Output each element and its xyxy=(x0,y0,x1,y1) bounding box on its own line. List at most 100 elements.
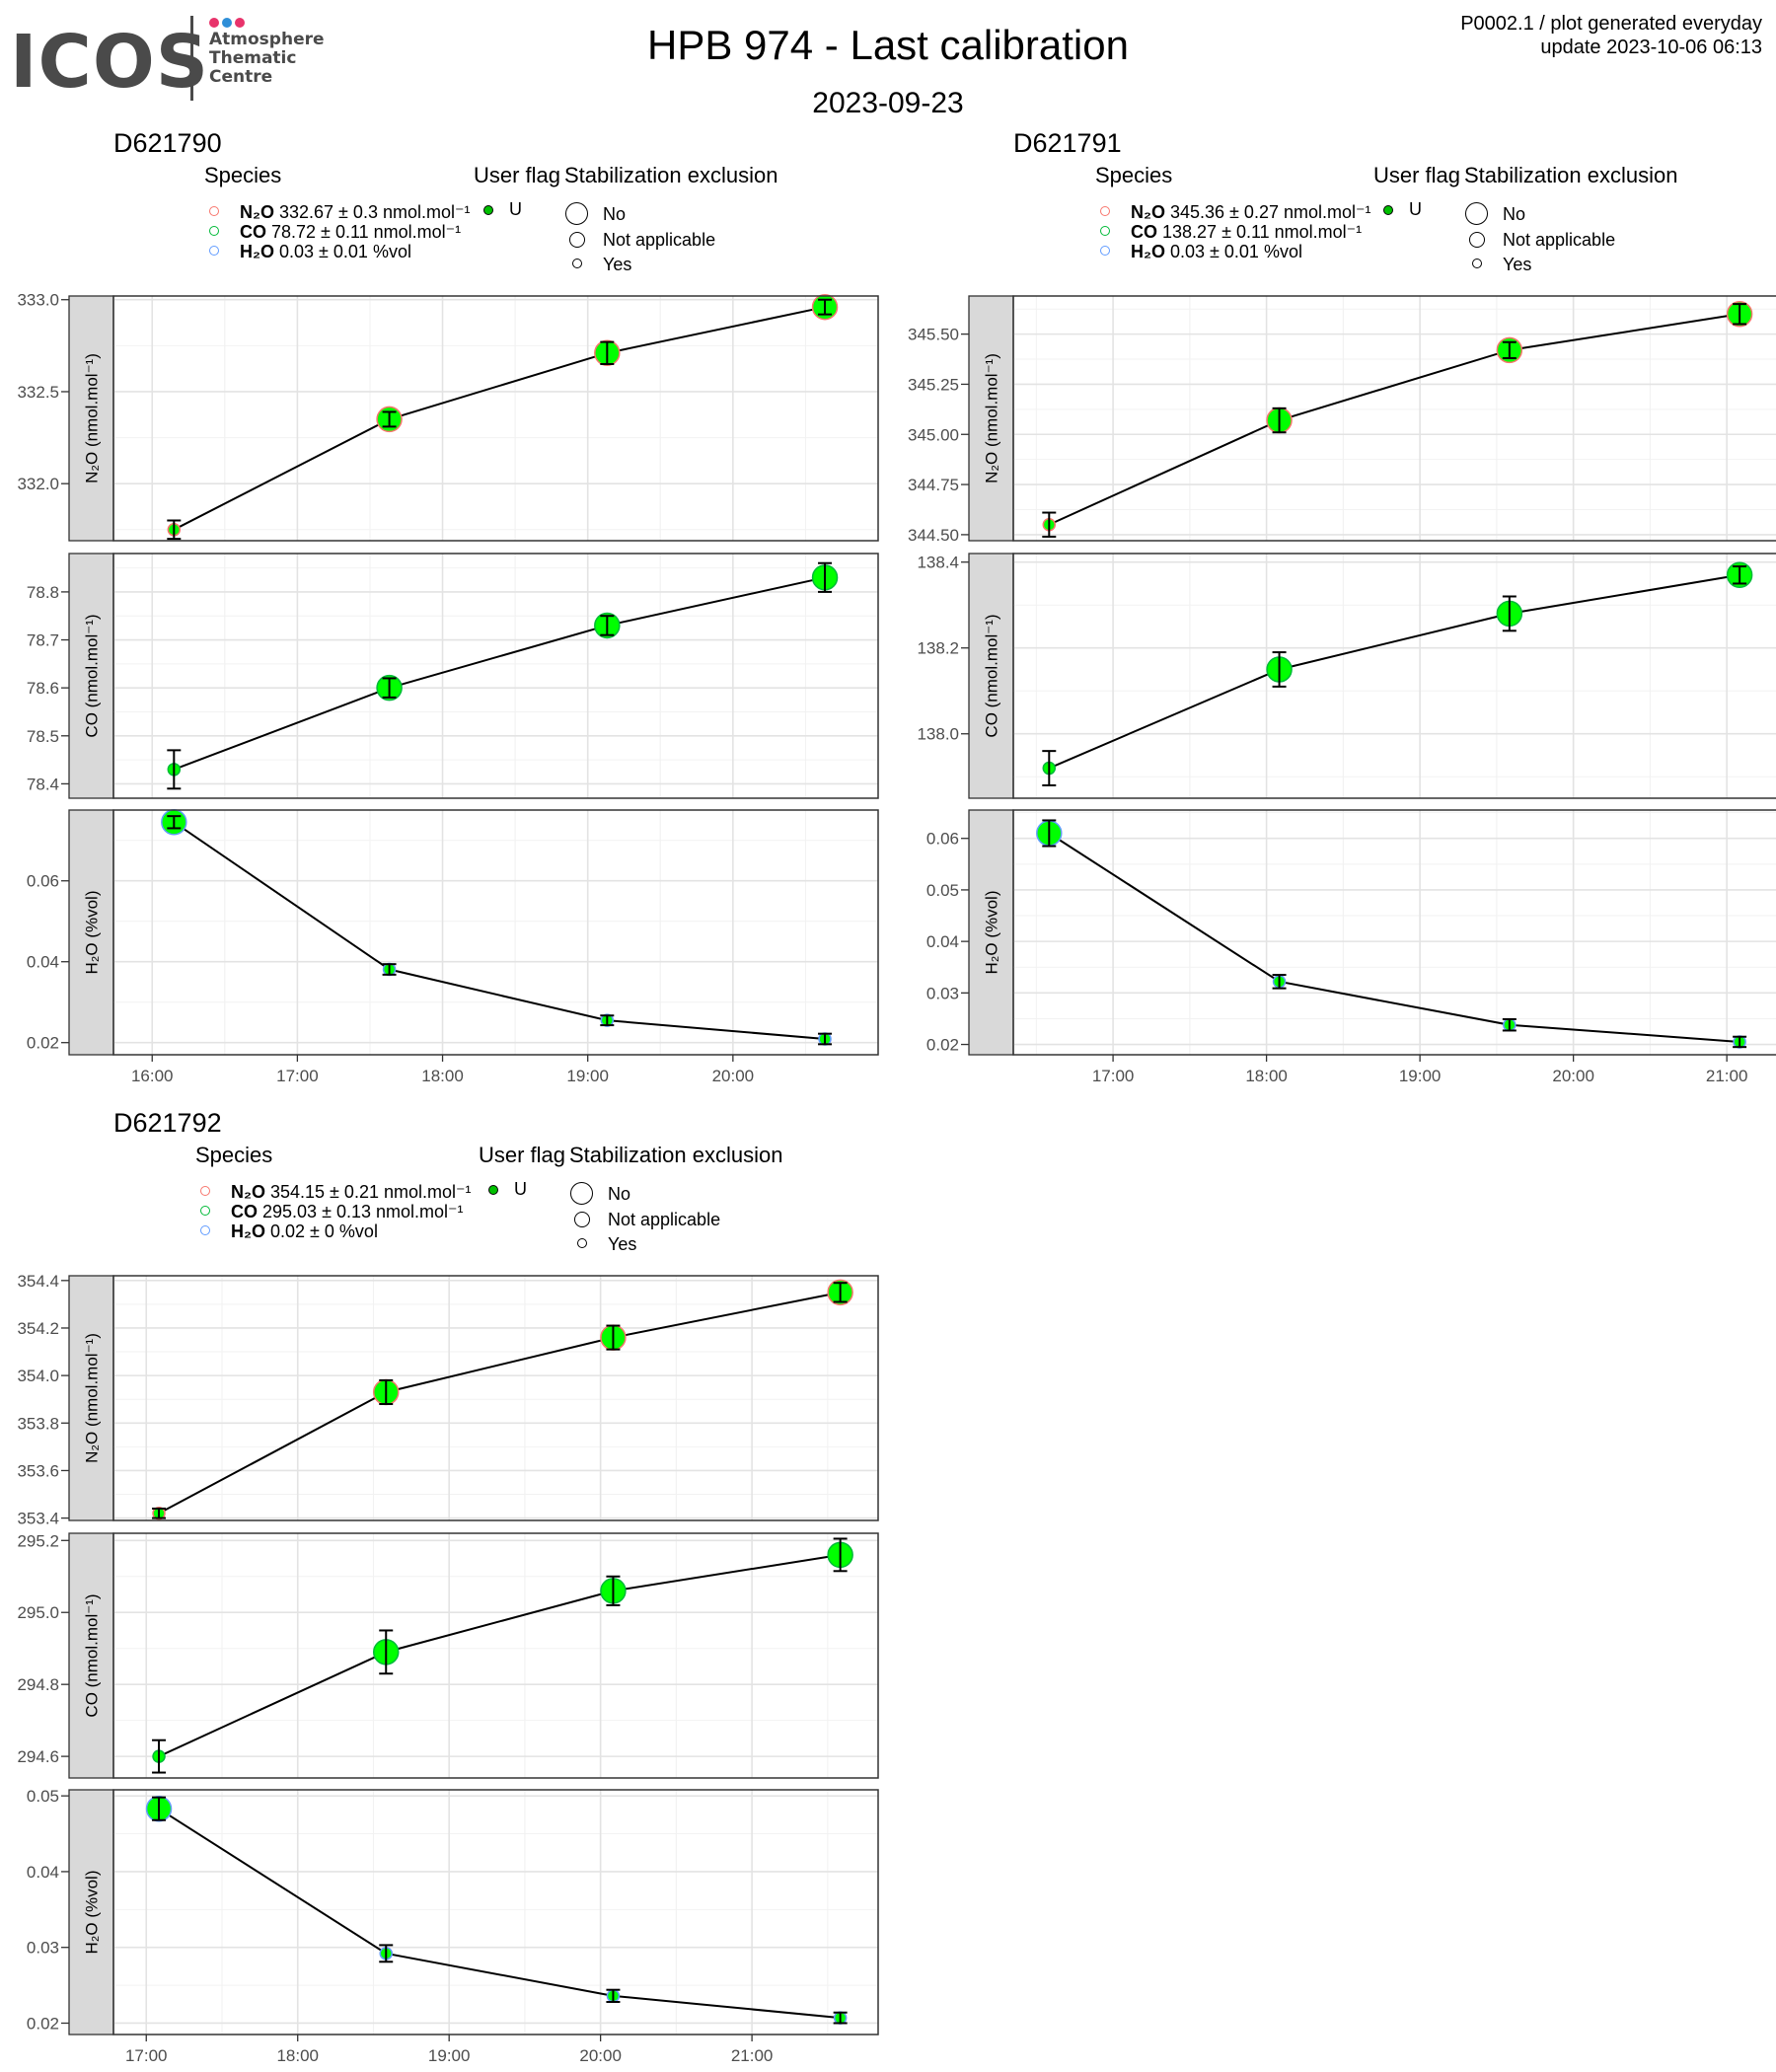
error-bar xyxy=(152,1739,167,1774)
x-tick-label: 20:00 xyxy=(579,2046,622,2065)
series-line xyxy=(158,1808,841,2020)
y-tick-label: 0.02 xyxy=(27,2014,59,2033)
y-tick-label: 0.05 xyxy=(27,1787,59,1806)
panel-border xyxy=(1012,809,1776,1056)
legend-size-yes: Yes xyxy=(608,1234,637,1254)
legend-species-name: CO xyxy=(231,1202,263,1221)
panel-ylabel: H₂O (%vol) xyxy=(83,891,102,975)
error-bar xyxy=(379,1629,394,1675)
legend-flag-value: U xyxy=(1409,199,1422,219)
panel-strip xyxy=(68,809,114,1056)
panel-ylabel: H₂O (%vol) xyxy=(83,1871,102,1955)
y-tick-label: 0.06 xyxy=(926,830,959,849)
x-tick-label: 19:00 xyxy=(566,1067,609,1085)
panel-border xyxy=(112,1789,879,2035)
legend-species-h2o-marker xyxy=(1100,246,1110,256)
series-line xyxy=(173,576,826,771)
y-tick-label: 78.4 xyxy=(27,775,59,793)
legend-user-flag-title: User flag xyxy=(1373,163,1461,187)
x-tick-label: 20:00 xyxy=(712,1067,755,1085)
y-tick-label: 0.03 xyxy=(926,984,959,1002)
sensor-title: D621790 xyxy=(113,128,222,158)
panel-h2o: H₂O (%vol) 0.02 0.03 0.04 0.05 0.06 17:00 18:00… xyxy=(926,809,1776,1085)
legend-flag-marker xyxy=(483,205,493,215)
legend-size-yes: Yes xyxy=(1503,255,1532,274)
error-bar xyxy=(379,1378,394,1406)
series-line xyxy=(1048,832,1740,1043)
legend-species-value: 0.02 ± 0 %vol xyxy=(270,1221,378,1241)
panel-co: CO (nmol.mol⁻¹) 138.0 138.2 138.4 xyxy=(917,553,1776,799)
y-tick-label: 294.6 xyxy=(17,1747,59,1766)
legend-species-name: H₂O xyxy=(240,242,279,261)
error-bar xyxy=(1042,511,1057,538)
y-tick-label: 78.5 xyxy=(27,727,59,746)
legend-species-name: H₂O xyxy=(231,1221,270,1241)
legend-species-value: 0.03 ± 0.01 %vol xyxy=(279,242,411,261)
logo-dot xyxy=(222,18,232,28)
legend-size-no-marker xyxy=(565,202,588,225)
legend-species-n2o: N₂O 345.36 ± 0.27 nmol.mol⁻¹ xyxy=(1131,202,1370,223)
legend-stabilization-title: Stabilization exclusion xyxy=(564,163,778,187)
legend-species-name: N₂O xyxy=(240,202,279,222)
panel-ylabel: N₂O (nmol.mol⁻¹) xyxy=(83,1333,102,1463)
legend-flag-marker xyxy=(1383,205,1393,215)
error-bar xyxy=(600,615,615,636)
legend-species-h2o-marker xyxy=(209,246,219,256)
error-bar xyxy=(1733,1035,1747,1049)
error-bar xyxy=(1502,595,1517,632)
legend-user-flag-title: User flag xyxy=(479,1143,566,1167)
x-tick-label: 20:00 xyxy=(1552,1067,1594,1085)
panel-strip xyxy=(68,295,114,542)
y-tick-label: 344.50 xyxy=(908,526,959,545)
legend-species-title: Species xyxy=(1095,163,1173,187)
y-tick-label: 0.06 xyxy=(27,872,59,891)
logo-dot xyxy=(235,18,245,28)
x-tick-label: 18:00 xyxy=(1245,1067,1288,1085)
legend-user-flag-title: User flag xyxy=(474,163,561,187)
legend-species-co: CO 295.03 ± 0.13 nmol.mol⁻¹ xyxy=(231,1202,464,1222)
y-tick-label: 0.04 xyxy=(27,953,59,972)
logo-line: Thematic xyxy=(209,48,297,68)
panel-ylabel: CO (nmol.mol⁻¹) xyxy=(83,1593,102,1717)
error-bar xyxy=(606,1324,621,1351)
page-title: HPB 974 - Last calibration xyxy=(647,22,1129,68)
panel-h2o: H₂O (%vol) 0.02 0.04 0.06 16:00 17:00 18:00 19:… xyxy=(27,809,879,1085)
x-tick-label: 17:00 xyxy=(1092,1067,1135,1085)
error-bar xyxy=(1272,407,1287,434)
panel-strip xyxy=(968,553,1014,799)
legend-species-co-marker xyxy=(209,226,219,236)
error-bar xyxy=(833,1537,848,1573)
error-bar xyxy=(818,298,833,316)
error-bar xyxy=(600,340,615,365)
y-tick-label: 0.04 xyxy=(27,1863,59,1882)
panel-border xyxy=(1012,553,1776,799)
legend-size-no: No xyxy=(603,204,627,224)
legend-species-n2o: N₂O 332.67 ± 0.3 nmol.mol⁻¹ xyxy=(240,202,470,223)
error-bar xyxy=(606,1988,621,2003)
y-tick-label: 294.8 xyxy=(17,1675,59,1694)
panel-strip xyxy=(68,1789,114,2035)
y-tick-label: 333.0 xyxy=(17,291,59,310)
legend: Species N₂O 332.67 ± 0.3 nmol.mol⁻¹ CO 78.… xyxy=(0,163,868,281)
y-tick-label: 138.4 xyxy=(917,554,959,572)
x-tick-label: 18:00 xyxy=(276,2046,319,2065)
y-tick-label: 353.8 xyxy=(17,1414,59,1433)
error-bar xyxy=(818,561,833,593)
logo-line: Centre xyxy=(209,67,273,87)
legend-size-no-marker xyxy=(1465,202,1488,225)
error-bar xyxy=(382,963,397,976)
series-line xyxy=(173,821,826,1041)
legend-flag-value: U xyxy=(509,199,522,219)
logo-divider xyxy=(190,16,193,101)
x-tick-label: 18:00 xyxy=(421,1067,464,1085)
legend-species-value: 332.67 ± 0.3 nmol.mol⁻¹ xyxy=(279,202,471,222)
legend-species-value: 78.72 ± 0.11 nmol.mol⁻¹ xyxy=(271,222,462,242)
panel-co: CO (nmol.mol⁻¹) 294.6 294.8 295.0 295.2 xyxy=(17,1531,879,1779)
error-bar xyxy=(379,1944,394,1963)
series-line xyxy=(1048,313,1740,526)
legend-species-h2o-marker xyxy=(200,1225,210,1235)
y-tick-label: 0.02 xyxy=(27,1034,59,1053)
x-tick-label: 19:00 xyxy=(428,2046,471,2065)
legend-flag-value: U xyxy=(514,1179,527,1199)
panel-ylabel: H₂O (%vol) xyxy=(983,891,1001,975)
